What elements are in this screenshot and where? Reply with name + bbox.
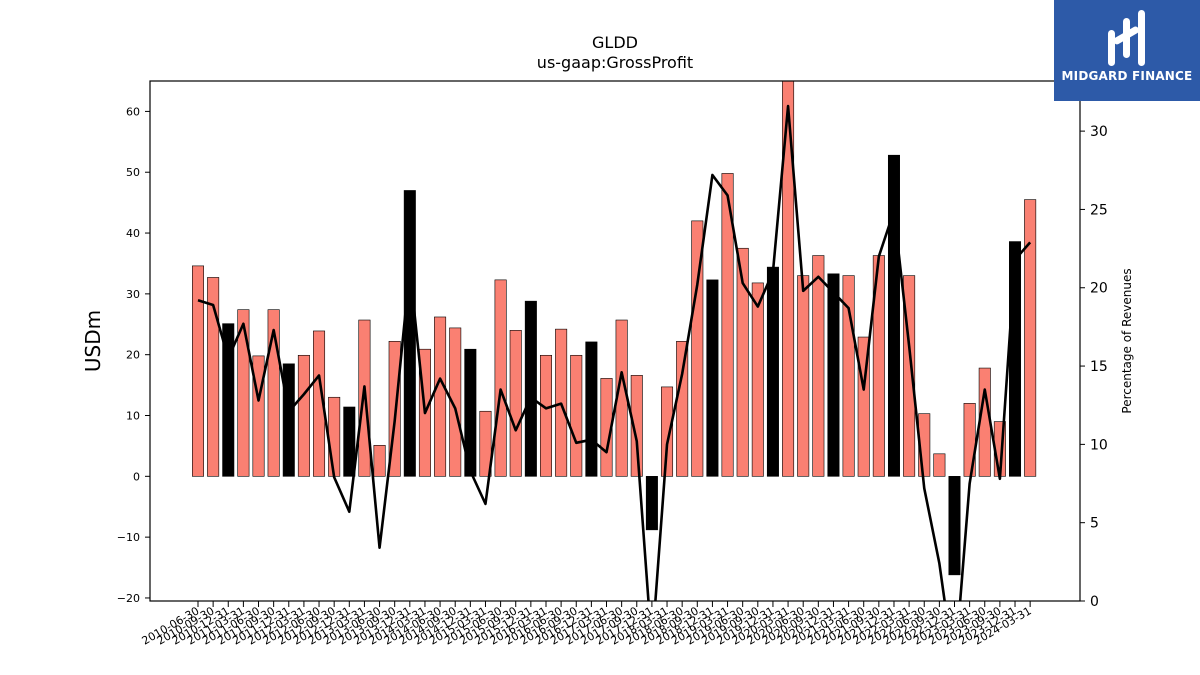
bar-2015-09-30 [509,330,522,477]
bar-2010-09-30 [207,277,220,477]
y-tick-label: 50 [126,166,140,179]
bar-2013-06-30 [373,444,386,477]
y-axis-left: −20 −10 0 10 20 30 40 50 60 [117,105,150,605]
bar-2019-06-30 [736,247,749,477]
bar-2018-12-31 [706,279,719,477]
bar-2012-03-31 [297,354,310,477]
x-axis: 2010-06-302010-09-302010-12-312011-03-31… [140,601,1034,648]
y2-axis-label: Percentage of Revenues [1120,268,1134,413]
y2-tick-label: 5 [1090,516,1099,532]
y2-tick-label: 25 [1090,202,1108,218]
y-tick-label: 10 [126,410,140,423]
bar-2020-03-31 [782,81,795,477]
brand-logo: MIDGARD FINANCE [1054,0,1200,101]
bar-2022-03-31 [903,275,916,477]
y-axis-label: USDm [81,310,105,372]
bar-2011-09-30 [267,309,280,477]
y-tick-label: −10 [117,531,140,544]
bar-2014-06-30 [434,316,447,477]
bar-2018-06-30 [676,340,689,477]
bar-2015-06-30 [494,279,507,477]
bar-2010-06-30 [192,265,205,477]
bar-2013-12-31 [403,190,416,477]
y-tick-label: −20 [117,592,140,605]
bar-2015-03-31 [479,410,492,477]
bar-2018-09-30 [691,220,704,477]
chart-subtitle: us-gaap:GrossProfit [537,53,693,72]
y2-tick-label: 0 [1090,594,1099,610]
y-axis-right: 0 5 10 15 20 25 30 [1080,124,1108,610]
bar-2012-09-30 [328,396,341,477]
bar-2021-03-31 [842,275,855,477]
bar-2016-12-31 [585,341,598,477]
bar-2019-09-30 [751,282,764,477]
brand-name: MIDGARD FINANCE [1061,69,1193,83]
chart-title: GLDD [592,33,638,52]
y-tick-label: 40 [126,227,140,240]
bar-2018-03-31 [661,386,674,477]
y-tick-label: 30 [126,288,140,301]
bar-2010-12-31 [222,323,235,477]
bar-2017-12-31 [645,476,658,531]
y2-tick-label: 20 [1090,281,1108,297]
bar-2012-06-30 [313,330,326,477]
y-tick-label: 0 [133,470,140,483]
percentage-line-series [197,104,1032,601]
bar-2020-06-30 [797,275,810,477]
y-tick-label: 60 [126,105,140,118]
y-tick-label: 20 [126,349,140,362]
bar-2021-12-31 [887,154,900,477]
bar-2020-12-31 [827,273,840,477]
bar-2015-12-31 [524,300,537,477]
bar-2022-12-31 [948,476,961,576]
bar-2020-09-30 [812,255,825,477]
bar-2024-03-31 [1024,199,1037,477]
bar-2014-09-30 [449,327,462,477]
y2-tick-label: 15 [1090,359,1108,375]
y2-tick-label: 10 [1090,437,1108,453]
bar-2016-03-31 [539,354,552,477]
bar-2019-03-31 [721,173,734,477]
bar-2022-09-30 [933,453,946,477]
bar-series [192,81,1037,576]
plot-frame [149,80,1081,602]
bar-2012-12-31 [343,406,356,477]
bar-2014-12-31 [464,348,477,477]
bar-2021-06-30 [857,336,870,477]
bar-2019-12-31 [766,266,779,477]
bar-2011-06-30 [252,355,265,477]
midgard-logo-icon [1108,10,1145,66]
percentage-line [197,104,1032,601]
bar-2011-12-31 [282,363,295,477]
bar-2011-03-31 [237,309,250,477]
y2-tick-label: 30 [1090,124,1108,140]
bar-2016-09-30 [570,354,583,477]
bar-2017-09-30 [630,375,643,477]
